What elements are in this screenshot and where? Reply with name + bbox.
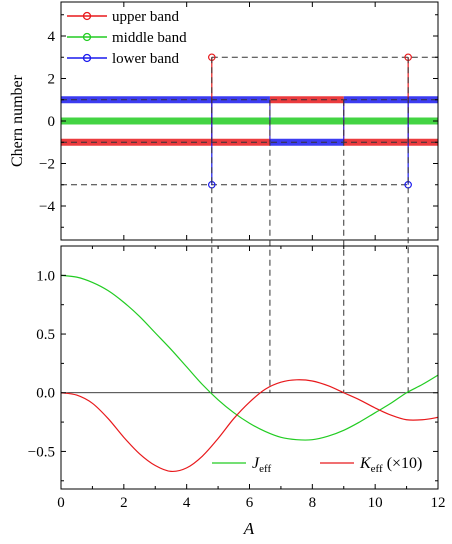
bottom-series-layer [60, 274, 439, 473]
x-axis-label: A [243, 519, 255, 538]
curve-j-eff [60, 274, 439, 441]
xtick-label-3: 6 [246, 495, 254, 511]
bottom-ticks: −0.5 0.0 0.5 1.0 0 2 4 6 8 10 12 [28, 246, 446, 511]
bottom-legend-label-1: Keff (×10) [359, 455, 422, 475]
legend-label-0: upper band [112, 9, 180, 25]
top-ticks: −4 −2 0 2 4 [39, 2, 439, 240]
legend-marker-2 [82, 53, 92, 63]
xtick-label-6: 12 [431, 495, 446, 511]
top-legend: upper band middle band lower band [67, 9, 187, 67]
top-ytick-label-2: 0 [48, 114, 56, 130]
y-axis-label-top: Chern number [9, 74, 26, 167]
top-ytick-label-0: −4 [39, 199, 55, 215]
top-ytick-label-1: −2 [39, 157, 55, 173]
bottom-legend-label-0: Jeff [252, 455, 271, 475]
top-series-layer [61, 53, 438, 189]
top-ytick-label-3: 2 [48, 72, 56, 88]
bot-ytick-label-1: 0.0 [36, 386, 55, 402]
bottom-guide-lines [61, 57, 438, 394]
legend-label-2: lower band [112, 51, 180, 67]
bottom-legend: Jeff Keff (×10) [212, 455, 422, 475]
bottom-plot-frame [60, 245, 439, 490]
legend-marker-0 [82, 11, 92, 21]
legend-marker-1 [82, 32, 92, 42]
xtick-label-2: 4 [183, 495, 191, 511]
bot-ytick-label-0: −0.5 [28, 444, 55, 460]
legend-label-1: middle band [112, 30, 187, 46]
curve-k-eff [60, 379, 439, 473]
chern-number-panel: −4 −2 0 2 4 Chern number upper band middle ba… [9, 1, 439, 241]
coupling-panel: −0.5 0.0 0.5 1.0 0 2 4 6 8 10 12 A Jeff Keff (×10) [28, 57, 446, 538]
xtick-label-0: 0 [57, 495, 65, 511]
xtick-label-5: 10 [368, 495, 383, 511]
xtick-label-4: 8 [309, 495, 317, 511]
xtick-label-1: 2 [120, 495, 128, 511]
bot-ytick-label-3: 1.0 [36, 268, 55, 284]
bot-ytick-label-2: 0.5 [36, 327, 55, 343]
top-ytick-label-4: 4 [48, 29, 56, 45]
